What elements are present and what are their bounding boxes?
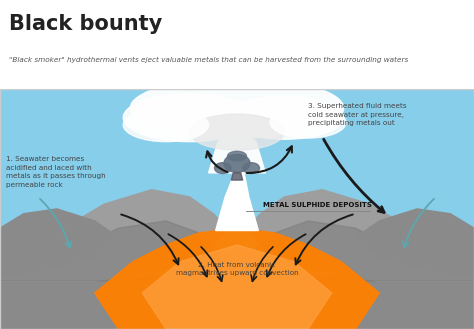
Ellipse shape	[215, 163, 231, 173]
Polygon shape	[95, 228, 379, 329]
Text: "Black smoker" hydrothermal vents eject valuable metals that can be harvested fr: "Black smoker" hydrothermal vents eject …	[9, 57, 409, 63]
Polygon shape	[0, 190, 228, 329]
Ellipse shape	[225, 96, 344, 139]
Text: METAL SULPHIDE DEPOSITS: METAL SULPHIDE DEPOSITS	[263, 202, 372, 208]
Polygon shape	[356, 209, 474, 281]
Text: 3. Superheated fluid meets
cold seawater at pressure,
precipitating metals out: 3. Superheated fluid meets cold seawater…	[308, 103, 407, 126]
Polygon shape	[0, 221, 228, 329]
Ellipse shape	[228, 151, 246, 161]
Polygon shape	[246, 221, 474, 329]
Ellipse shape	[123, 108, 209, 142]
Ellipse shape	[190, 114, 284, 150]
Text: 2. Heat from volcanic
magma drives upward convection: 2. Heat from volcanic magma drives upwar…	[176, 262, 298, 276]
Ellipse shape	[224, 154, 250, 172]
Polygon shape	[246, 190, 474, 329]
Text: Black bounty: Black bounty	[9, 14, 163, 34]
Ellipse shape	[270, 107, 346, 138]
Polygon shape	[0, 276, 474, 329]
Polygon shape	[209, 125, 265, 173]
Ellipse shape	[243, 163, 260, 173]
Ellipse shape	[123, 94, 256, 142]
Polygon shape	[0, 209, 118, 281]
Polygon shape	[231, 173, 243, 180]
Text: 1. Seawater becomes
acidified and laced with
metals as it passes through
permeab: 1. Seawater becomes acidified and laced …	[6, 156, 105, 188]
Polygon shape	[142, 245, 332, 329]
Polygon shape	[216, 149, 258, 231]
Ellipse shape	[130, 78, 344, 138]
